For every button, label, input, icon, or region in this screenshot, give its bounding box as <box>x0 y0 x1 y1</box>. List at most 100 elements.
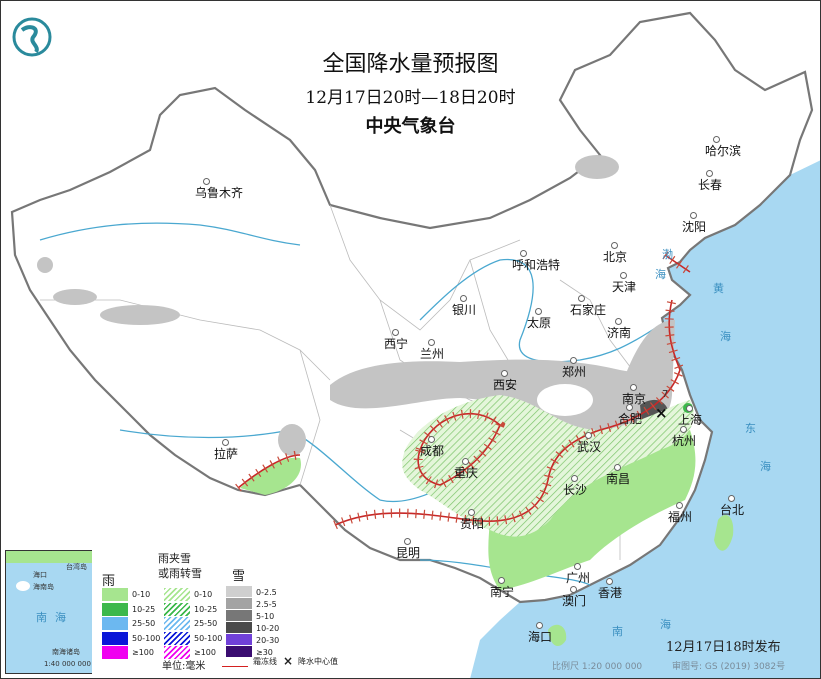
legend-label-sleet: ≥100 <box>194 648 216 657</box>
inset-scale: 1:40 000 000 <box>44 660 91 668</box>
sleet-area <box>402 395 694 537</box>
map-title: 全国降水量预报图 <box>322 52 499 77</box>
city-label: 长春 <box>698 178 723 192</box>
inset-taiwan-label: 台湾岛 <box>66 563 87 571</box>
city-label: 澳门 <box>562 594 587 608</box>
rain-area-south <box>488 430 696 590</box>
inset-sea-label: 南海 <box>36 611 74 624</box>
rain-area-taiwan <box>714 515 734 551</box>
precip-center-value: 7 <box>662 389 668 400</box>
city-label: 杭州 <box>672 434 697 448</box>
city-label: 合肥 <box>618 412 643 426</box>
legend-swatch-snow <box>226 646 252 657</box>
city-label: 香港 <box>598 586 623 600</box>
city-label: 天津 <box>612 280 637 294</box>
legend-swatch-rain <box>102 631 128 645</box>
city-marker <box>614 464 621 471</box>
sea-labels: 渤海 黄海 东海 南海 <box>612 248 771 638</box>
legend-swatch-sleet <box>164 631 190 645</box>
legend-label-rain: ≥100 <box>132 648 154 657</box>
city-label: 银川 <box>452 303 477 317</box>
legend-snow-title: 雪 <box>232 569 246 584</box>
city-label: 福州 <box>668 510 693 524</box>
cma-dragon-logo-icon <box>12 17 52 57</box>
legend-sleet-title: 雨夹雪 <box>158 552 191 565</box>
legend-swatch-rain <box>102 646 128 659</box>
city-marker <box>728 495 735 502</box>
svg-text:海: 海 <box>760 459 771 473</box>
legend-swatch-snow <box>226 610 252 621</box>
city-marker <box>686 405 693 412</box>
legend-label-snow: 20-30 <box>256 636 280 645</box>
legend-swatch-sleet <box>164 602 190 616</box>
city-marker <box>536 622 543 629</box>
city-label: 太原 <box>527 316 552 330</box>
city-marker <box>585 432 592 439</box>
map-scale: 比例尺 1:20 000 000 <box>552 662 643 672</box>
legend-rain-title: 雨 <box>102 574 116 589</box>
city-marker <box>713 136 720 143</box>
legend-swatch-snow <box>226 598 252 609</box>
city-marker <box>222 439 229 446</box>
legend-label-snow: 2.5-5 <box>256 600 277 609</box>
city-marker <box>620 272 627 279</box>
city-label: 拉萨 <box>214 447 239 461</box>
city-label: 南京 <box>622 392 647 406</box>
city-label: 西宁 <box>384 337 409 351</box>
city-marker <box>428 339 435 346</box>
dry-gap <box>537 384 593 416</box>
city-marker <box>468 509 475 516</box>
issuer: 中央气象台 <box>365 116 456 137</box>
legend-swatch-snow <box>226 586 252 597</box>
city-marker <box>535 308 542 315</box>
city-label: 郑州 <box>562 365 587 379</box>
city-marker <box>392 329 399 336</box>
legend-swatch-rain <box>102 602 128 616</box>
svg-text:黄: 黄 <box>713 281 724 295</box>
legend: 雨 雨夹雪 或雨转雪 雪 0-10 10-25 25-50 50-100 ≥100 0-1… <box>92 548 292 676</box>
legend-swatch-snow <box>226 634 252 645</box>
city-marker <box>203 178 210 185</box>
city-label: 重庆 <box>454 466 479 480</box>
city-marker <box>574 563 581 570</box>
city-label: 南宁 <box>490 585 515 599</box>
legend-swatch-snow <box>226 622 252 633</box>
legend-unit: 单位:毫米 <box>162 661 206 672</box>
svg-text:海: 海 <box>660 617 671 631</box>
precip-center-mark: × <box>655 404 668 422</box>
city-marker <box>615 318 622 325</box>
city-label: 广州 <box>566 571 591 585</box>
south-china-sea-inset: 海口 海南岛 台湾岛 南海 南海诸岛 1:40 000 000 <box>5 550 93 674</box>
issue-time: 12月17日18时发布 <box>666 640 781 655</box>
city-marker <box>690 212 697 219</box>
legend-frost-line-label: 霜冻线 <box>253 657 277 666</box>
legend-sleet-title-2: 或雨转雪 <box>158 567 202 580</box>
city-label: 上海 <box>678 413 703 427</box>
legend-frost-line <box>222 660 248 667</box>
city-marker <box>460 295 467 302</box>
rain-area-tibet <box>240 457 301 495</box>
legend-label-snow: 0-2.5 <box>256 588 277 597</box>
map-approval-number: 审图号: GS (2019) 3082号 <box>672 662 786 672</box>
city-marker <box>428 436 435 443</box>
city-label: 呼和浩特 <box>512 258 561 272</box>
city-marker <box>498 577 505 584</box>
city-marker <box>571 475 578 482</box>
legend-swatch-rain <box>102 617 128 630</box>
legend-label-rain: 25-50 <box>132 619 156 628</box>
city-label: 乌鲁木齐 <box>195 186 244 200</box>
city-marker <box>570 586 577 593</box>
city-label: 成都 <box>420 444 445 458</box>
legend-center-icon: × <box>283 654 294 668</box>
city-marker <box>630 384 637 391</box>
city-label: 沈阳 <box>682 220 707 234</box>
legend-swatch-rain <box>102 588 128 601</box>
sea-area <box>470 160 821 679</box>
legend-label-snow: 10-20 <box>256 624 280 633</box>
city-label: 济南 <box>607 326 632 340</box>
city-label: 贵阳 <box>460 517 485 531</box>
svg-text:渤: 渤 <box>662 248 673 261</box>
svg-text:海: 海 <box>720 329 731 343</box>
city-label: 石家庄 <box>570 303 607 317</box>
